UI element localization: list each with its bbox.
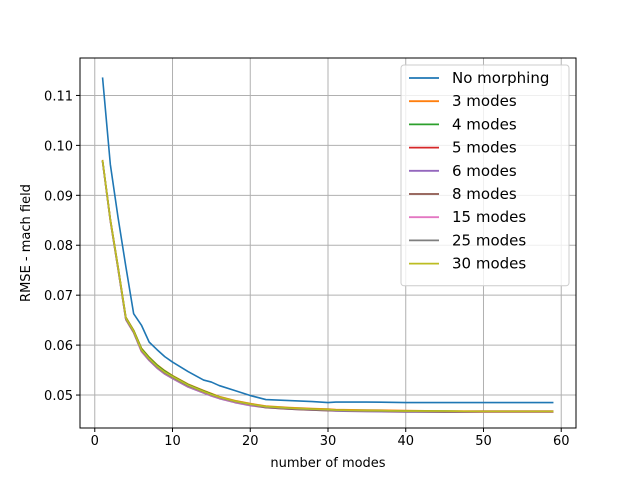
x-tick-label: 0 [91,434,99,449]
series-line-no-morphing [101,77,554,404]
x-axis: 0 10 20 30 40 50 60 [91,428,570,449]
x-axis-label: number of modes [270,456,385,471]
legend-label: 8 modes [452,185,517,203]
legend: No morphing 3 modes 4 modes 5 modes 6 modes 8… [400,64,570,287]
x-tick-label: 50 [475,434,492,449]
y-axis-label: RMSE - mach field [19,184,34,302]
legend-label: 25 modes [452,231,526,249]
y-tick-label: 0.11 [44,89,73,104]
legend-label: No morphing [452,69,549,87]
y-tick-label: 0.07 [44,289,73,304]
y-tick-label: 0.10 [44,139,73,154]
series-line-30-modes [101,160,554,413]
y-tick-label: 0.08 [44,239,73,254]
x-tick-label: 60 [553,434,570,449]
legend-label: 6 modes [452,162,517,180]
x-tick-label: 30 [320,434,337,449]
y-axis: 0.05 0.06 0.07 0.08 0.09 0.10 0.11 [44,89,80,404]
x-tick-label: 20 [242,434,259,449]
x-tick-label: 10 [164,434,181,449]
y-tick-label: 0.05 [44,389,73,404]
series-lines [101,77,554,413]
legend-label: 5 modes [452,139,517,157]
legend-label: 3 modes [452,92,517,110]
x-tick-label: 40 [397,434,414,449]
y-tick-label: 0.06 [44,339,73,354]
legend-label: 4 modes [452,115,517,133]
y-tick-label: 0.09 [44,189,73,204]
legend-label: 15 modes [452,208,526,226]
legend-box [400,64,570,287]
legend-label: 30 modes [452,255,526,273]
